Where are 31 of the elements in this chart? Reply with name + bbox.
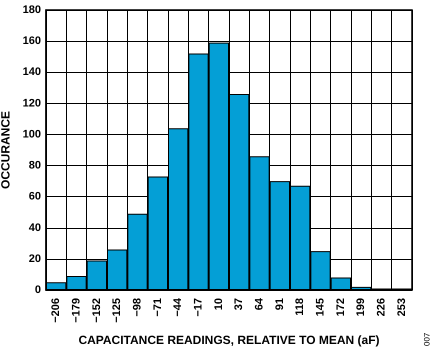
x-tick-label: −206 xyxy=(50,298,62,323)
y-tick-label: 80 xyxy=(28,160,41,172)
y-axis-title: OCCURANCE xyxy=(0,111,13,189)
x-tick-label: −98 xyxy=(132,298,144,317)
y-tick-label: 180 xyxy=(22,4,41,16)
x-tick-label: 10 xyxy=(212,298,225,310)
y-tick-label: 0 xyxy=(34,284,41,296)
y-tick-label: 120 xyxy=(22,97,41,110)
x-tick-label: 199 xyxy=(355,298,368,316)
x-tick-label: 64 xyxy=(254,297,266,310)
x-tick-label: 91 xyxy=(274,298,286,310)
x-axis-title: CAPACITANCE READINGS, RELATIVE TO MEAN (aF) xyxy=(78,333,380,347)
x-tick-label: 37 xyxy=(233,298,246,310)
x-tick-label: −71 xyxy=(152,298,164,317)
y-tick-label: 20 xyxy=(28,252,41,265)
x-tick-label: −17 xyxy=(192,298,204,317)
y-tick-label: 160 xyxy=(22,35,41,48)
x-tick-label: 253 xyxy=(396,298,408,316)
x-tick-label: 172 xyxy=(334,298,347,316)
x-tick-label: 118 xyxy=(294,298,306,316)
x-tick-label: −152 xyxy=(90,298,103,323)
x-tick-label: −44 xyxy=(172,297,184,317)
y-tick-label: 40 xyxy=(28,222,41,234)
x-tick-label: −125 xyxy=(111,298,124,323)
x-tick-label: 145 xyxy=(314,298,326,316)
text: 007 xyxy=(422,332,432,346)
y-tick-label: 100 xyxy=(22,128,41,140)
y-tick-label: 60 xyxy=(28,190,41,203)
x-tick-label: 226 xyxy=(376,298,388,316)
y-tick-label: 140 xyxy=(22,66,41,78)
x-tick-label: −179 xyxy=(70,298,82,323)
